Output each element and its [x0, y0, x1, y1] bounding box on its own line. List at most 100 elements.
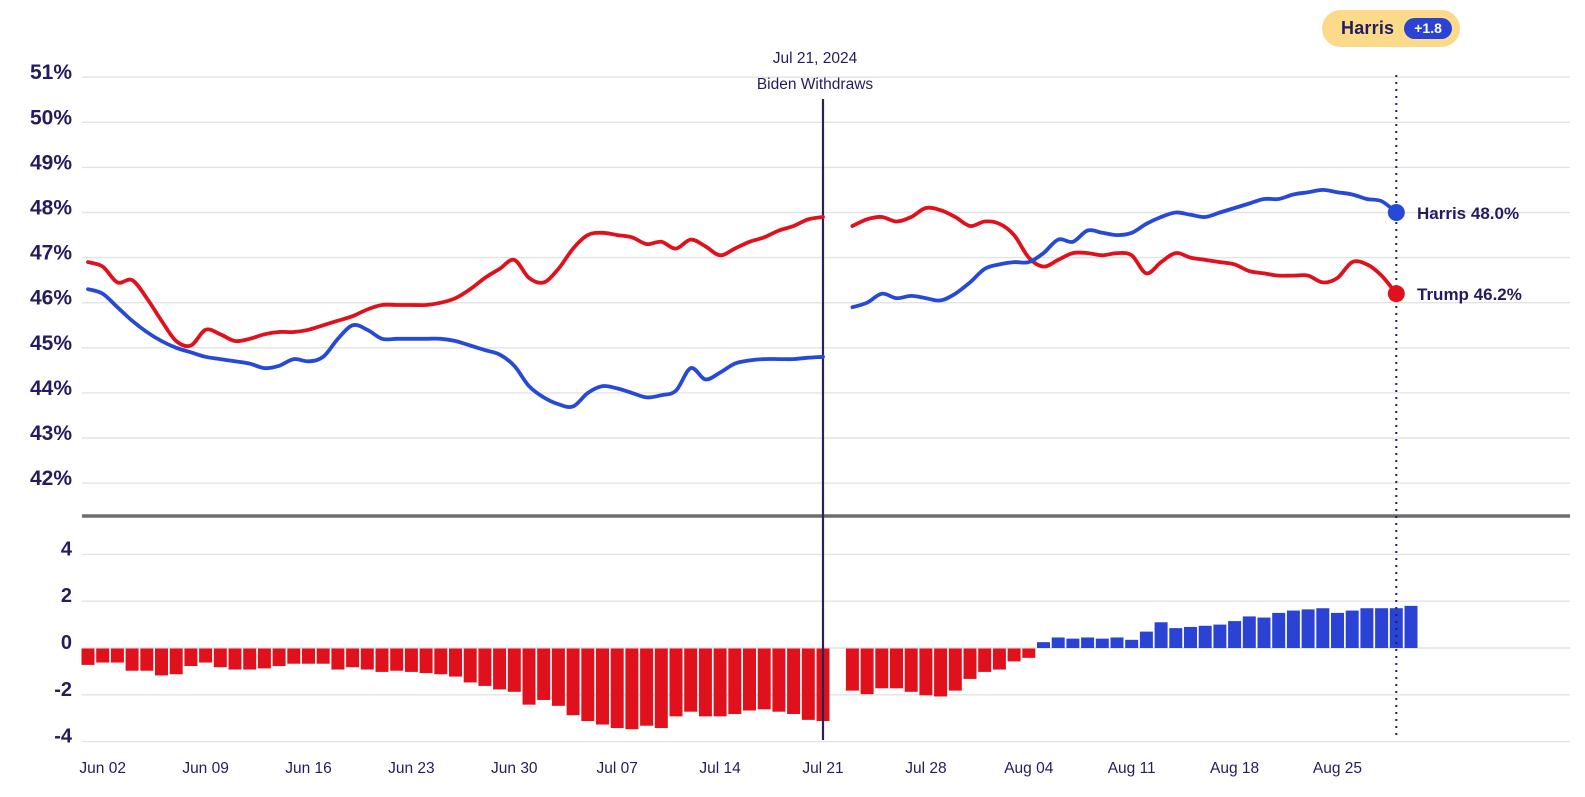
margin-bar: [404, 648, 418, 672]
margin-bar: [1375, 608, 1389, 648]
margin-bar: [963, 648, 977, 679]
x-axis-label: Aug 11: [1108, 760, 1156, 777]
margin-bar: [1286, 610, 1300, 648]
margin-bar: [1139, 631, 1153, 648]
margin-bar: [346, 648, 360, 668]
margin-bar: [1022, 648, 1036, 658]
margin-bar: [845, 648, 859, 691]
margin-bar: [948, 648, 962, 691]
margin-bar: [1272, 612, 1286, 648]
margin-bar: [81, 648, 95, 665]
margin-bar: [581, 648, 595, 722]
x-axis-label: Jul 21: [802, 760, 843, 777]
margin-bar: [1169, 628, 1183, 648]
x-axis-label: Jun 02: [79, 760, 126, 777]
margin-bars: [81, 605, 1418, 730]
margin-bar: [1066, 638, 1080, 648]
margin-bar: [199, 648, 213, 663]
margin-bar: [1404, 605, 1418, 648]
margin-bar: [507, 648, 521, 692]
event-annotation: Jul 21, 2024 Biden Withdraws: [690, 51, 940, 92]
poll-share-y-label: 45%: [30, 332, 72, 355]
margin-bar: [978, 648, 992, 672]
x-axis-label: Jun 23: [388, 760, 435, 777]
margin-bar: [390, 648, 404, 671]
margin-bar: [640, 648, 654, 726]
leader-badge: Harris +1.8: [1322, 10, 1460, 47]
margin-bar: [684, 648, 698, 712]
margin-bar: [1007, 648, 1021, 662]
margin-bar: [904, 648, 918, 692]
margin-bar: [1110, 637, 1124, 648]
margin-bar: [728, 648, 742, 715]
margin-bar: [625, 648, 639, 730]
margin-bar: [1184, 626, 1197, 648]
margin-bar: [272, 648, 286, 667]
margin-bar: [110, 648, 124, 663]
margin-bar: [96, 648, 110, 663]
poll-share-y-label: 48%: [30, 197, 72, 220]
margin-bar: [743, 648, 756, 711]
margin-bar: [1331, 612, 1344, 648]
margin-bar: [331, 648, 345, 670]
margin-y-label: 0: [61, 632, 72, 654]
margin-bar: [463, 648, 477, 683]
margin-bar: [184, 648, 198, 667]
margin-bar: [125, 648, 139, 671]
margin-y-label: 4: [61, 538, 73, 560]
margin-bar: [537, 648, 551, 700]
margin-bar: [316, 648, 330, 664]
trump-end-dot: [1387, 285, 1405, 303]
margin-bar: [419, 648, 433, 674]
margin-bar: [875, 648, 889, 689]
margin-bar: [1081, 637, 1095, 648]
margin-bar: [1154, 622, 1168, 648]
dem-trend-line: [86, 188, 1399, 409]
margin-bar: [596, 648, 609, 725]
event-label: Biden Withdraws: [756, 75, 874, 93]
margin-bar: [169, 648, 183, 675]
leader-name: Harris: [1341, 18, 1395, 38]
margin-bar: [1345, 610, 1359, 648]
margin-bar: [360, 648, 374, 670]
margin-bar: [713, 648, 727, 717]
event-date: Jul 21, 2024: [772, 50, 858, 67]
margin-bar: [992, 648, 1006, 670]
margin-bar: [257, 648, 271, 669]
margin-bar: [522, 648, 536, 705]
margin-bar: [919, 648, 933, 696]
margin-bar: [934, 648, 948, 697]
poll-share-y-label: 42%: [30, 467, 72, 490]
margin-bar: [243, 648, 257, 670]
margin-bar: [1242, 616, 1256, 648]
margin-bar: [890, 648, 903, 689]
x-axis-label: Jun 30: [491, 760, 538, 777]
margin-bar: [478, 648, 492, 686]
poll-share-y-label: 43%: [30, 422, 72, 445]
margin-bar: [610, 648, 624, 729]
margin-bar: [757, 648, 771, 710]
margin-bar: [772, 648, 786, 712]
margin-bar: [434, 648, 448, 675]
margin-bar: [860, 648, 874, 695]
poll-share-y-label: 49%: [30, 151, 72, 174]
margin-y-label: -2: [54, 679, 72, 701]
margin-bar: [375, 648, 389, 672]
trump-trend-line: [86, 205, 1399, 349]
poll-share-y-label: 51%: [30, 61, 72, 84]
margin-bar: [155, 648, 168, 676]
x-axis-label: Aug 04: [1004, 760, 1054, 777]
x-axis-label: Jul 28: [905, 760, 946, 777]
margin-bar: [140, 648, 154, 671]
margin-bar: [493, 648, 507, 690]
x-axis-label: Aug 25: [1313, 760, 1362, 777]
poll-share-y-label: 47%: [30, 242, 72, 265]
leader-margin-pill: +1.8: [1404, 18, 1452, 39]
margin-bar: [1360, 608, 1374, 648]
margin-bar: [1037, 642, 1050, 648]
margin-bar: [1228, 621, 1242, 648]
margin-bar: [1257, 617, 1271, 648]
margin-bar: [1316, 608, 1330, 648]
margin-y-label: 2: [61, 585, 72, 607]
